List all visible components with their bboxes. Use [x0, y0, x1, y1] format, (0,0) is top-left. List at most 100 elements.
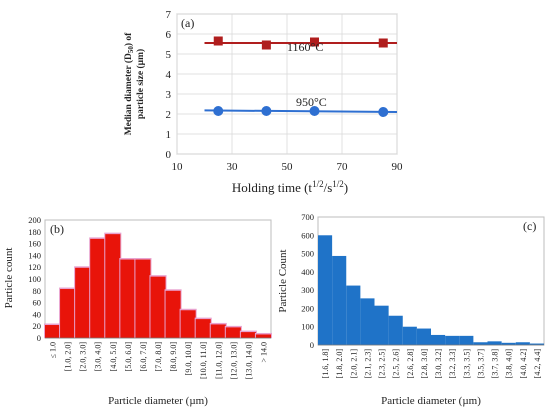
panel-c-x-tick-label: [2.8, 3.0] [420, 349, 429, 379]
panel-b-y-tick-label: 40 [33, 309, 42, 319]
panel-a-y-axis-label-line2: particle size (µm) [135, 49, 146, 119]
panel-b-y-axis-label: Particle count [3, 248, 15, 309]
panel-b-x-tick-label: [10.0, 11.0] [199, 342, 208, 379]
series-1-point [309, 106, 320, 116]
panel-c-bar [445, 335, 460, 345]
panel-c-x-tick-label: [3.0, 3.2] [434, 349, 443, 379]
panel-b-x-tick-label: [11.0, 12.0] [214, 342, 223, 379]
panel-a-x-tick-label: 30 [227, 161, 239, 173]
panel-b-x-tick-label: > 14.0 [259, 342, 268, 363]
panel-c: 0 100 200 300 400 500 600 700 [1.6, 1.8] [1.8, 2… [277, 212, 545, 407]
panel-a-series [204, 36, 398, 117]
panel-b-x-tick-label: [12.0, 13.0] [229, 342, 238, 380]
panel-c-bar [473, 342, 488, 345]
panel-c-bar [515, 342, 530, 345]
panel-a-y-ticks: 0 1 2 3 4 5 6 7 [166, 9, 172, 161]
series-0-point [213, 36, 223, 46]
panel-b-bar [75, 267, 91, 338]
panel-a-x-tick-label: 50 [282, 161, 294, 173]
panel-c-x-tick-label: [3.2, 3.3] [448, 349, 457, 379]
panel-c-x-tick-label: [4.2, 4.4] [533, 349, 542, 379]
panel-b-bar [180, 310, 196, 338]
panel-c-y-tick-label: 100 [301, 322, 314, 332]
panel-a-x-ticks: 10 30 50 70 90 [172, 161, 404, 173]
panel-b-y-tick-label: 100 [28, 274, 41, 284]
panel-a-gridlines [176, 13, 398, 155]
panel-c-bar [346, 285, 361, 345]
panel-c-bar [487, 341, 502, 345]
series-1-point [213, 106, 224, 116]
panel-b-y-tick-label: 60 [33, 298, 42, 308]
panel-b-bar [195, 319, 211, 338]
panel-b-bar [45, 325, 61, 338]
panel-c-bar [332, 255, 347, 345]
series-0-point [310, 37, 319, 47]
panel-c-y-tick-label: 300 [301, 285, 314, 295]
panel-b-x-tick-label: [2.0, 3.0] [79, 342, 88, 372]
panel-b-bar [225, 327, 241, 338]
panel-b-bar [90, 238, 106, 338]
panel-c-x-tick-label: [3.3, 3.5] [462, 349, 471, 379]
panel-b-x-tick-label: [3.0, 4.0] [94, 342, 103, 372]
panel-c-bar [318, 235, 333, 345]
panel-b-y-tick-label: 180 [28, 227, 41, 237]
panel-c-x-tick-label: [4.0, 4.2] [519, 349, 528, 379]
panel-b-bar [150, 276, 166, 338]
panel-a-y-tick-label: 5 [166, 49, 172, 61]
panel-a-label: (a) [181, 16, 194, 30]
panel-c-x-tick-label: [2.5, 2.6] [392, 349, 401, 379]
panel-c-x-ticks: [1.6, 1.8] [1.8, 2.0] [2.0, 2.1] [2.1, 2.3]… [321, 349, 542, 379]
panel-c-x-tick-label: [1.6, 1.8] [321, 349, 330, 379]
panel-c-x-tick-label: [2.6, 2.8] [406, 349, 415, 379]
panel-a-y-tick-label: 2 [166, 109, 172, 121]
panel-b-bar [60, 289, 76, 338]
panel-b-x-tick-label: [1.0, 2.0] [64, 342, 73, 372]
panel-b-x-axis-label: Particle diameter (µm) [108, 395, 208, 407]
panel-b-bar [105, 234, 121, 338]
panel-b-bars [44, 232, 272, 339]
panel-c-bar [529, 343, 544, 345]
panel-c-y-tick-label: 700 [301, 212, 314, 222]
panel-b-bar [135, 259, 151, 338]
panel-c-bar [459, 335, 474, 345]
panel-c-y-tick-label: 600 [301, 230, 314, 240]
panel-a-y-tick-label: 1 [166, 129, 172, 141]
panel-a-y-tick-label: 6 [166, 29, 172, 41]
panel-c-y-tick-label: 200 [301, 303, 314, 313]
panel-b-x-tick-label: [13.0, 14.0] [244, 342, 253, 380]
panel-c-y-axis-label: Particle Count [277, 249, 289, 312]
panel-b-bar [120, 259, 136, 338]
panel-b-bar [210, 324, 226, 338]
panel-b-y-tick-label: 20 [33, 321, 42, 331]
panel-b-y-tick-label: 200 [28, 215, 41, 225]
panel-b-y-tick-label: 0 [37, 333, 41, 343]
panel-a-y-tick-label: 3 [166, 89, 172, 101]
panel-c-x-tick-label: [2.1, 2.3] [363, 349, 372, 379]
panel-b-y-tick-label: 140 [28, 250, 41, 260]
panel-b-x-tick-label: [5.0, 6.0] [124, 342, 133, 372]
panel-c-label: (c) [523, 219, 536, 233]
panel-b-bar [240, 332, 256, 338]
series-0-point [261, 40, 271, 50]
panel-c-y-tick-label: 0 [310, 340, 314, 350]
panel-c-x-tick-label: [3.5, 3.7] [476, 349, 485, 379]
panel-c-bar [501, 342, 516, 345]
panel-b-bar [255, 334, 271, 338]
panel-a-y-axis-label-line1: Median diameter (D50) of [123, 32, 135, 135]
panel-a-x-tick-label: 10 [172, 161, 184, 173]
panel-c-y-tick-label: 400 [301, 267, 314, 277]
panel-a-x-tick-label: 70 [337, 161, 349, 173]
panel-a: 0 1 2 3 4 5 6 7 10 30 50 70 90 (a) 1160°C 950°C Med… [123, 9, 403, 195]
panel-b-y-tick-label: 80 [33, 286, 42, 296]
panel-a-y-tick-label: 4 [166, 69, 172, 81]
panel-c-bar [402, 326, 417, 345]
series-1-point [261, 106, 272, 116]
panel-b-bar [165, 290, 181, 338]
panel-b-y-tick-label: 160 [28, 239, 41, 249]
panel-a-x-axis-label: Holding time (t1/2/s1/2) [232, 179, 348, 195]
series-1-point [378, 107, 389, 117]
panel-b-y-tick-label: 120 [28, 262, 41, 272]
panel-b-label: (b) [50, 222, 64, 236]
